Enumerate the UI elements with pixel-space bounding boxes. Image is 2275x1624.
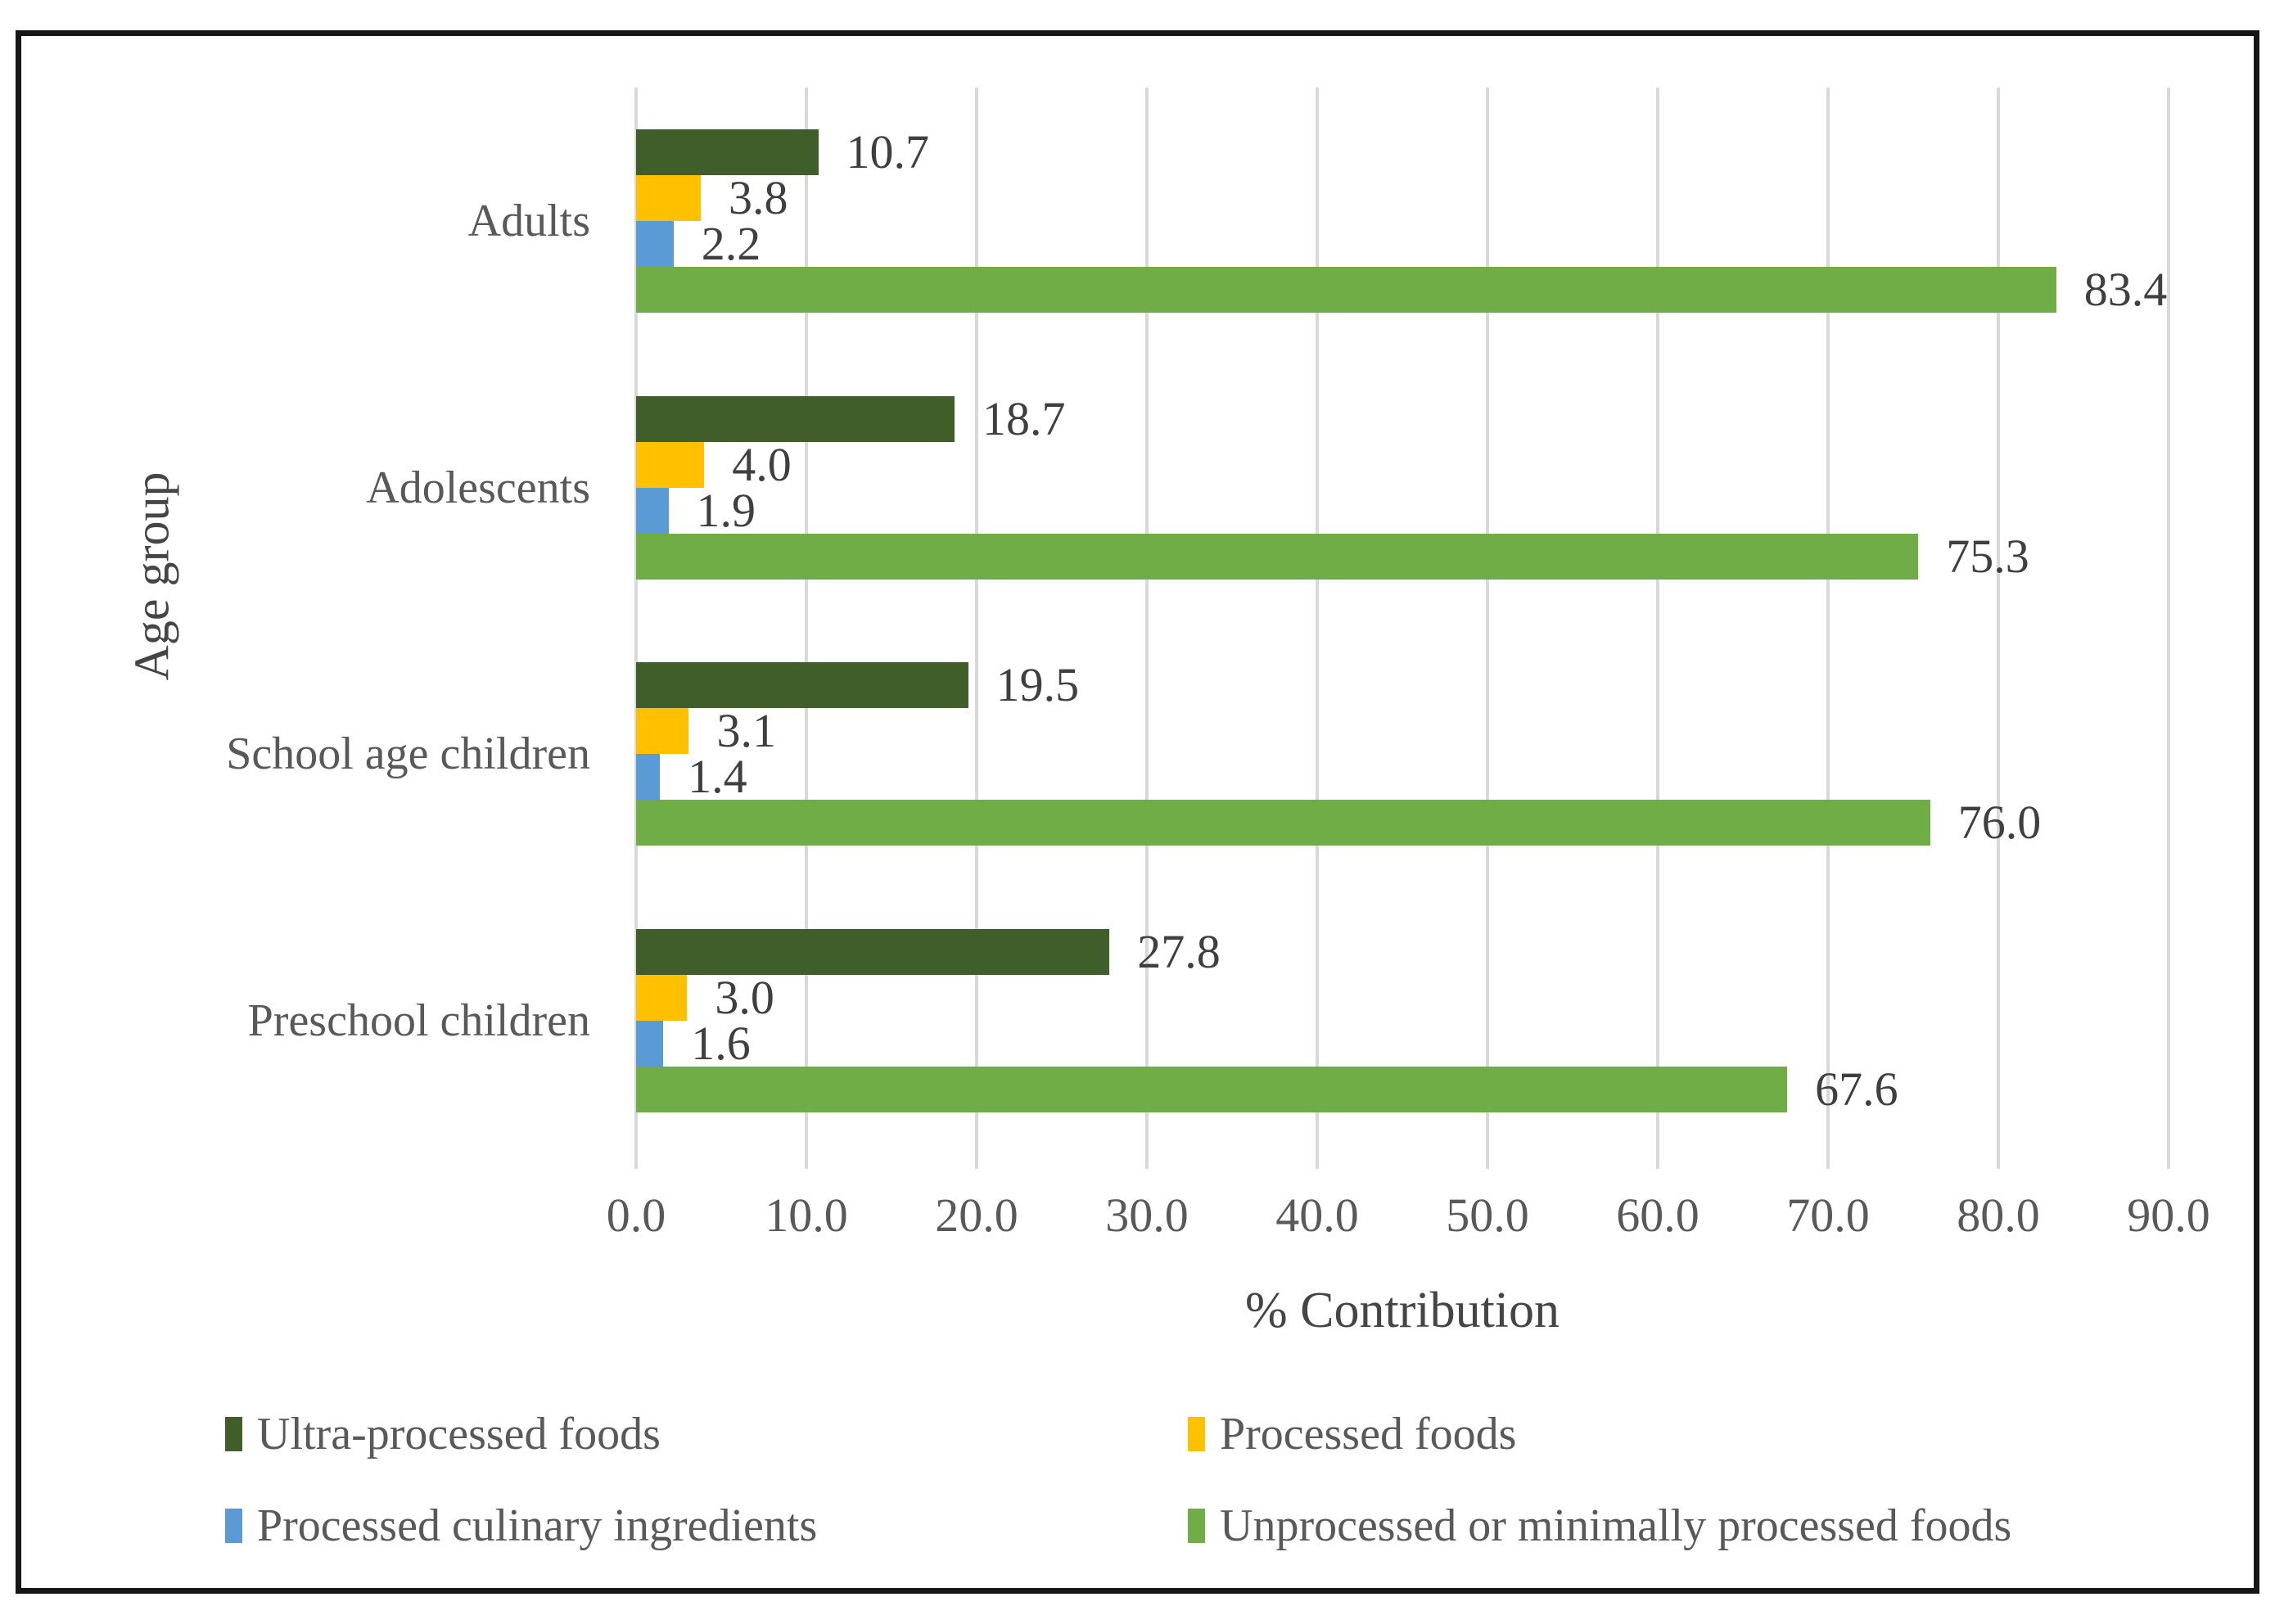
bar-processed-culinary-ingredients: 1.9: [636, 486, 756, 534]
axis-tick: [634, 1154, 638, 1169]
gridline: [1997, 88, 2000, 1154]
bar-ultra-processed-foods: 27.8: [636, 928, 1221, 976]
bar-value-label: 83.4: [2083, 262, 2168, 316]
bar-value-label: 10.7: [846, 124, 930, 178]
legend-label: Unprocessed or minimally processed foods: [1220, 1500, 2012, 1551]
bar-value-label: 75.3: [1946, 529, 2029, 583]
bar-value-label: 4.0: [732, 437, 792, 491]
category-label-adolescents: Adolescents: [366, 462, 590, 513]
category-row: 18.7 4.0 1.9 75.3: [636, 354, 2169, 621]
x-tick-label: 80.0: [1957, 1189, 2040, 1242]
bar-processed-culinary-ingredients: 2.2: [636, 219, 761, 267]
bar-unprocessed-or-minimally-processed-foods: 67.6: [636, 1066, 1898, 1113]
x-tick-label: 40.0: [1275, 1189, 1359, 1242]
category-label-preschool-children: Preschool children: [247, 995, 590, 1047]
bar-processed-foods: 3.0: [636, 974, 774, 1022]
bar-value-label: 18.7: [982, 391, 1066, 445]
gridline: [1826, 88, 1830, 1154]
bar-unprocessed-or-minimally-processed-foods: 83.4: [636, 265, 2167, 313]
x-tick-label: 50.0: [1446, 1189, 1529, 1242]
bar-value-label: 19.5: [995, 658, 1080, 712]
bar-processed-foods: 4.0: [636, 440, 792, 488]
axis-tick: [2167, 1154, 2170, 1169]
legend-label: Ultra-processed foods: [257, 1409, 661, 1459]
bar-unprocessed-or-minimally-processed-foods: 75.3: [636, 532, 2029, 580]
category-row: 10.7 3.8 2.2 83.4: [636, 88, 2169, 354]
category-row: 27.8 3.0 1.6 67.6: [636, 887, 2169, 1154]
bar-value-label: 67.6: [1815, 1062, 1898, 1116]
bar-value-label: 2.2: [701, 216, 761, 270]
gridline: [1316, 88, 1319, 1154]
gridline: [2167, 88, 2170, 1154]
legend-label: Processed culinary ingredients: [257, 1500, 818, 1551]
bar-value-label: 27.8: [1137, 925, 1221, 979]
x-tick-label: 30.0: [1105, 1189, 1189, 1242]
x-axis-title: % Contribution: [1244, 1283, 1560, 1338]
axis-tick: [1997, 1154, 2000, 1169]
axis-tick: [805, 1154, 808, 1169]
bar-value-label: 1.9: [696, 483, 756, 537]
axis-tick: [1144, 1154, 1149, 1169]
bar-processed-culinary-ingredients: 1.4: [636, 753, 747, 801]
legend-marker-icon: [225, 1417, 242, 1451]
plot-area: 10.7 3.8 2.2 83.4 18.7 4.0 1.9 75.3 19.5 3.1 1.4 76…: [634, 88, 2170, 1169]
legend-marker-icon: [1188, 1417, 1205, 1451]
bar-value-label: 3.0: [715, 971, 774, 1025]
gridline: [975, 88, 978, 1154]
gridline: [1144, 88, 1149, 1154]
axis-tick: [1655, 1154, 1659, 1169]
legend-item-processed-foods: Processed foods: [1188, 1408, 2011, 1460]
gridline: [1486, 88, 1489, 1154]
bar-value-label: 1.4: [688, 750, 747, 804]
category-axis-labels: Adults Adolescents School age children Pres…: [21, 88, 590, 1154]
axis-tick: [1486, 1154, 1489, 1169]
legend: Ultra-processed foods Processed foods Proc…: [225, 1388, 2011, 1572]
bar-ultra-processed-foods: 10.7: [636, 128, 929, 175]
category-label-adults: Adults: [467, 195, 590, 246]
bar-ultra-processed-foods: 19.5: [636, 661, 1079, 709]
legend-label: Processed foods: [1220, 1409, 1517, 1459]
category-row: 19.5 3.1 1.4 76.0: [636, 621, 2169, 888]
legend-item-processed-culinary-ingredients: Processed culinary ingredients: [225, 1500, 1188, 1552]
gridline: [634, 88, 638, 1154]
bar-processed-culinary-ingredients: 1.6: [636, 1020, 751, 1067]
legend-item-ultra-processed-foods: Ultra-processed foods: [225, 1408, 1188, 1460]
x-tick-label: 10.0: [765, 1189, 848, 1242]
x-tick-label: 0.0: [606, 1189, 666, 1242]
bar-unprocessed-or-minimally-processed-foods: 76.0: [636, 799, 2041, 846]
bar-value-label: 76.0: [1957, 796, 2042, 850]
x-tick-label: 90.0: [2127, 1189, 2210, 1242]
legend-marker-icon: [225, 1509, 242, 1543]
bar-value-label: 3.8: [729, 170, 788, 224]
axis-tick: [975, 1154, 978, 1169]
axis-tick: [1316, 1154, 1319, 1169]
bar-processed-foods: 3.8: [636, 174, 788, 221]
gridline: [805, 88, 808, 1154]
bar-value-label: 1.6: [691, 1017, 751, 1071]
x-tick-label: 20.0: [935, 1189, 1018, 1242]
category-label-school-age-children: School age children: [226, 729, 590, 780]
axis-tick: [1826, 1154, 1830, 1169]
chart-figure: Age group Adults Adolescents School age ch…: [16, 30, 2259, 1594]
x-tick-label: 70.0: [1786, 1189, 1870, 1242]
gridline: [1655, 88, 1659, 1154]
legend-item-unprocessed-or-minimally-processed-foods: Unprocessed or minimally processed foods: [1188, 1500, 2011, 1552]
x-axis-ticks: 0.0 10.0 20.0 30.0 40.0 50.0 60.0 70.0 80.0 90.0: [607, 1189, 2210, 1249]
bar-ultra-processed-foods: 18.7: [636, 395, 1065, 442]
bar-processed-foods: 3.1: [636, 707, 776, 755]
x-tick-label: 60.0: [1616, 1189, 1699, 1242]
legend-marker-icon: [1188, 1509, 1205, 1543]
bar-value-label: 3.1: [716, 704, 776, 758]
